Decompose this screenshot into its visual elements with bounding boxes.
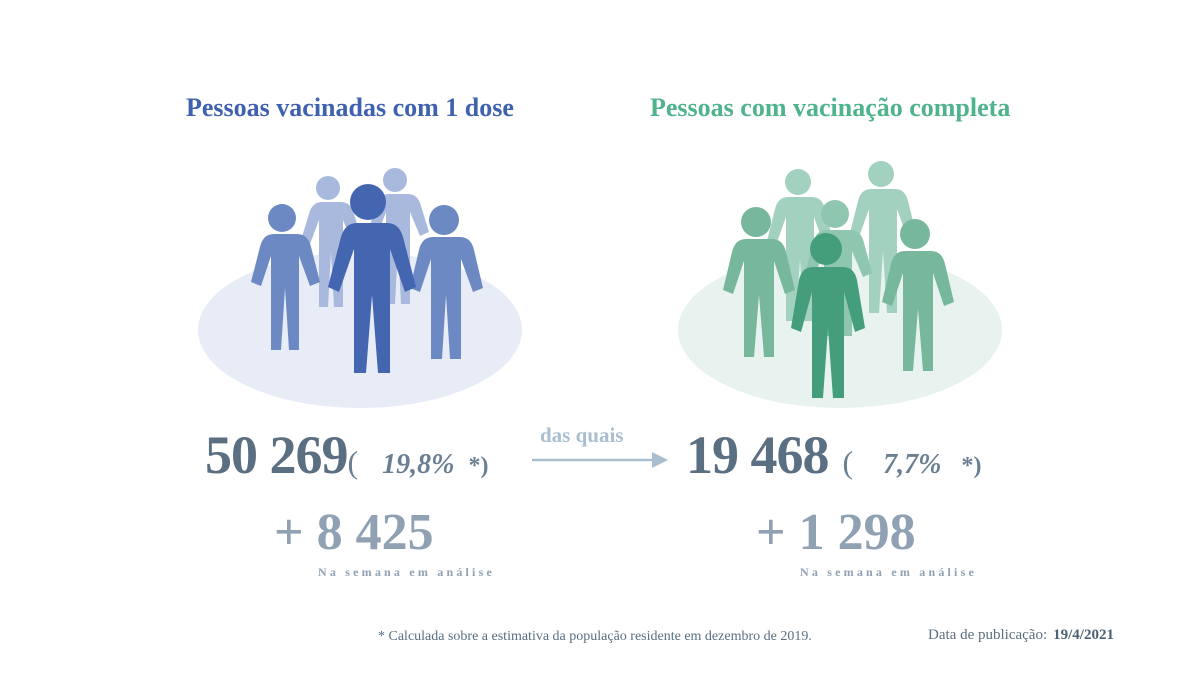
footnote: * Calculada sobre a estimativa da popula… [378, 629, 812, 645]
percent-first-dose: 19,8% [382, 449, 454, 481]
weekly-label-full-vaccination: Na semana em análise [800, 565, 977, 580]
publication-date: 19/4/2021 [1053, 627, 1114, 643]
weekly-label-first-dose: Na semana em análise [318, 565, 495, 580]
people-group-full-vaccination-icon [675, 150, 1005, 415]
publication-label: Data de publicação: [928, 627, 1047, 643]
publication-info: Data de publicação: 19/4/2021 [928, 627, 1114, 644]
paren-open: ( [843, 444, 854, 481]
stat-first-dose: 50 269 ( 19,8% *) [205, 424, 488, 486]
percent-full-vaccination: 7,7% [883, 449, 941, 481]
people-group-first-dose-icon [195, 150, 525, 415]
title-first-dose: Pessoas vacinadas com 1 dose [186, 93, 514, 123]
paren-open: ( [348, 444, 359, 481]
asterisk-close: *) [961, 453, 981, 480]
asterisk-close: *) [468, 453, 488, 480]
title-full-vaccination: Pessoas com vacinação completa [650, 93, 1010, 123]
weekly-increase-full-vaccination: + 1 298 [756, 503, 916, 562]
total-full-vaccination: 19 468 [686, 424, 829, 486]
total-first-dose: 50 269 [205, 424, 348, 486]
stat-full-vaccination: 19 468 ( 7,7% *) [686, 424, 981, 486]
weekly-increase-first-dose: + 8 425 [274, 503, 434, 562]
arrow-right-icon [530, 450, 670, 470]
connector-label: das quais [540, 423, 623, 448]
